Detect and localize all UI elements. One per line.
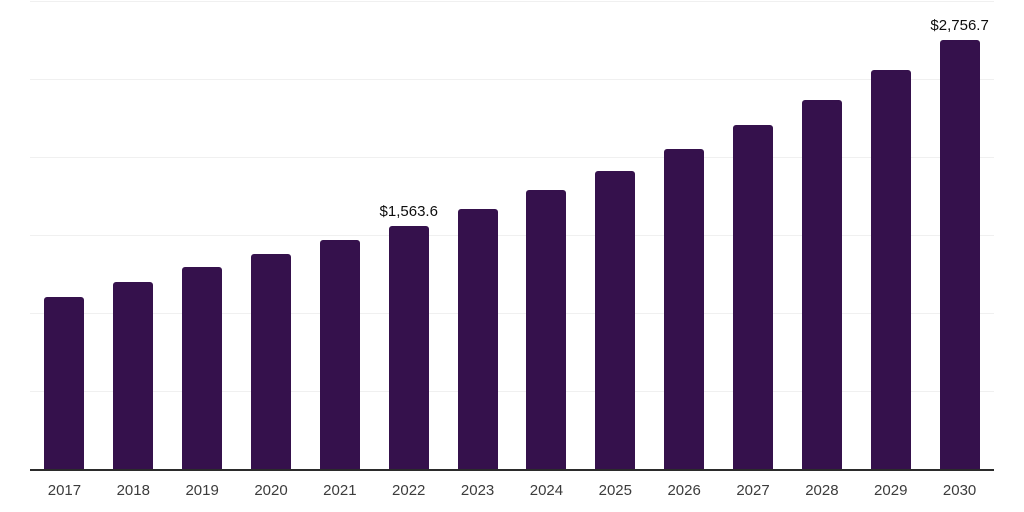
bar-2025[interactable] bbox=[595, 171, 636, 470]
x-tick-label: 2025 bbox=[598, 482, 632, 499]
x-tick-label: 2019 bbox=[185, 482, 219, 499]
bar-2017[interactable] bbox=[44, 296, 85, 470]
bar-slot bbox=[581, 2, 650, 470]
gridline bbox=[30, 157, 994, 158]
x-tick-label: 2017 bbox=[47, 482, 82, 499]
bar-2018[interactable] bbox=[113, 281, 154, 470]
bar-slot bbox=[443, 2, 512, 470]
x-axis-labels: 2017 2018 2019 2020 2021 2022 2023 2024 2025 2026… bbox=[30, 481, 994, 501]
bar-2022[interactable] bbox=[388, 226, 429, 470]
data-label: $2,756.7 bbox=[930, 17, 989, 34]
bar-slot bbox=[237, 2, 306, 470]
bar-slot bbox=[512, 2, 581, 470]
x-tick-label: 2024 bbox=[529, 482, 564, 499]
plot-area: $1,563.6 $2,756.7 bbox=[30, 1, 994, 470]
bar-2020[interactable] bbox=[251, 253, 291, 470]
x-tick-label: 2028 bbox=[805, 482, 839, 499]
x-tick-label: 2020 bbox=[254, 482, 288, 499]
gridline bbox=[30, 1, 994, 2]
bar-2027[interactable] bbox=[733, 125, 774, 470]
bar-slot bbox=[650, 2, 719, 470]
x-tick-label: 2022 bbox=[392, 482, 426, 499]
x-tick-label: 2018 bbox=[116, 482, 150, 499]
bar-slot bbox=[168, 2, 237, 470]
bar-2024[interactable] bbox=[526, 190, 567, 470]
x-tick-label: 2029 bbox=[874, 482, 908, 499]
x-tick-label: 2026 bbox=[667, 482, 701, 499]
bar-2019[interactable] bbox=[182, 267, 223, 470]
x-tick-label: 2027 bbox=[736, 482, 770, 499]
gridline bbox=[30, 79, 994, 80]
x-tick-label: 2030 bbox=[942, 482, 977, 499]
bar-slot bbox=[30, 2, 99, 470]
bar-slot bbox=[99, 2, 168, 470]
bar-2023[interactable] bbox=[457, 208, 498, 470]
x-tick-label: 2021 bbox=[323, 482, 357, 499]
bar-2030[interactable] bbox=[939, 40, 980, 470]
x-axis-line bbox=[30, 469, 994, 471]
bars-container: $1,563.6 $2,756.7 bbox=[30, 2, 994, 470]
bar-slot bbox=[719, 2, 788, 470]
bar-slot bbox=[305, 2, 374, 470]
gridline bbox=[30, 235, 994, 236]
bar-slot: $1,563.6 bbox=[374, 2, 443, 470]
data-label: $1,563.6 bbox=[379, 203, 438, 221]
x-tick-label: 2023 bbox=[460, 482, 495, 499]
bar-2021[interactable] bbox=[319, 239, 360, 470]
bar-slot bbox=[787, 2, 856, 470]
gridline bbox=[30, 313, 994, 314]
bar-slot: $2,756.7 bbox=[925, 2, 994, 470]
bar-slot bbox=[856, 2, 925, 470]
bar-2026[interactable] bbox=[664, 149, 705, 470]
bar-2029[interactable] bbox=[870, 69, 911, 470]
bar-2028[interactable] bbox=[801, 99, 842, 470]
gridline bbox=[30, 391, 994, 392]
